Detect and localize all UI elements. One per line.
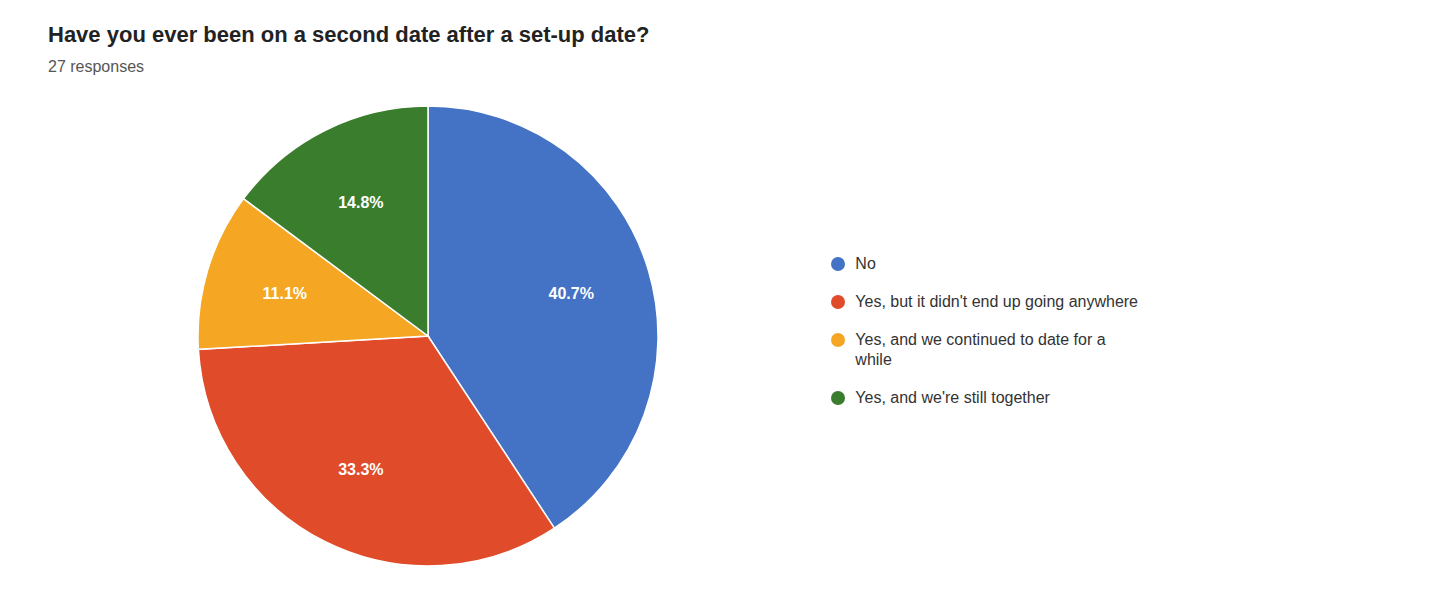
html-text:Yes, and we continued to date: Yes, and we continued to date for a whil…	[855, 331, 1106, 368]
svg-text:11.1%: 11.1%	[263, 285, 307, 302]
svg-text:40.7%: 40.7%	[549, 285, 594, 302]
svg-text:14.8%: 14.8%	[338, 194, 383, 211]
html-text:Yes, but it didn't end up goin: Yes, but it didn't end up going anywhere	[855, 293, 1138, 310]
html-text:Yes, and we're still together: Yes, and we're still together	[855, 389, 1050, 406]
html-text:27 responses: 27 responses	[48, 58, 145, 75]
html-text:Have you ever been on a second: Have you ever been on a second date afte…	[48, 22, 650, 47]
svg-text:33.3%: 33.3%	[338, 461, 383, 478]
html-text:No: No	[855, 255, 876, 272]
